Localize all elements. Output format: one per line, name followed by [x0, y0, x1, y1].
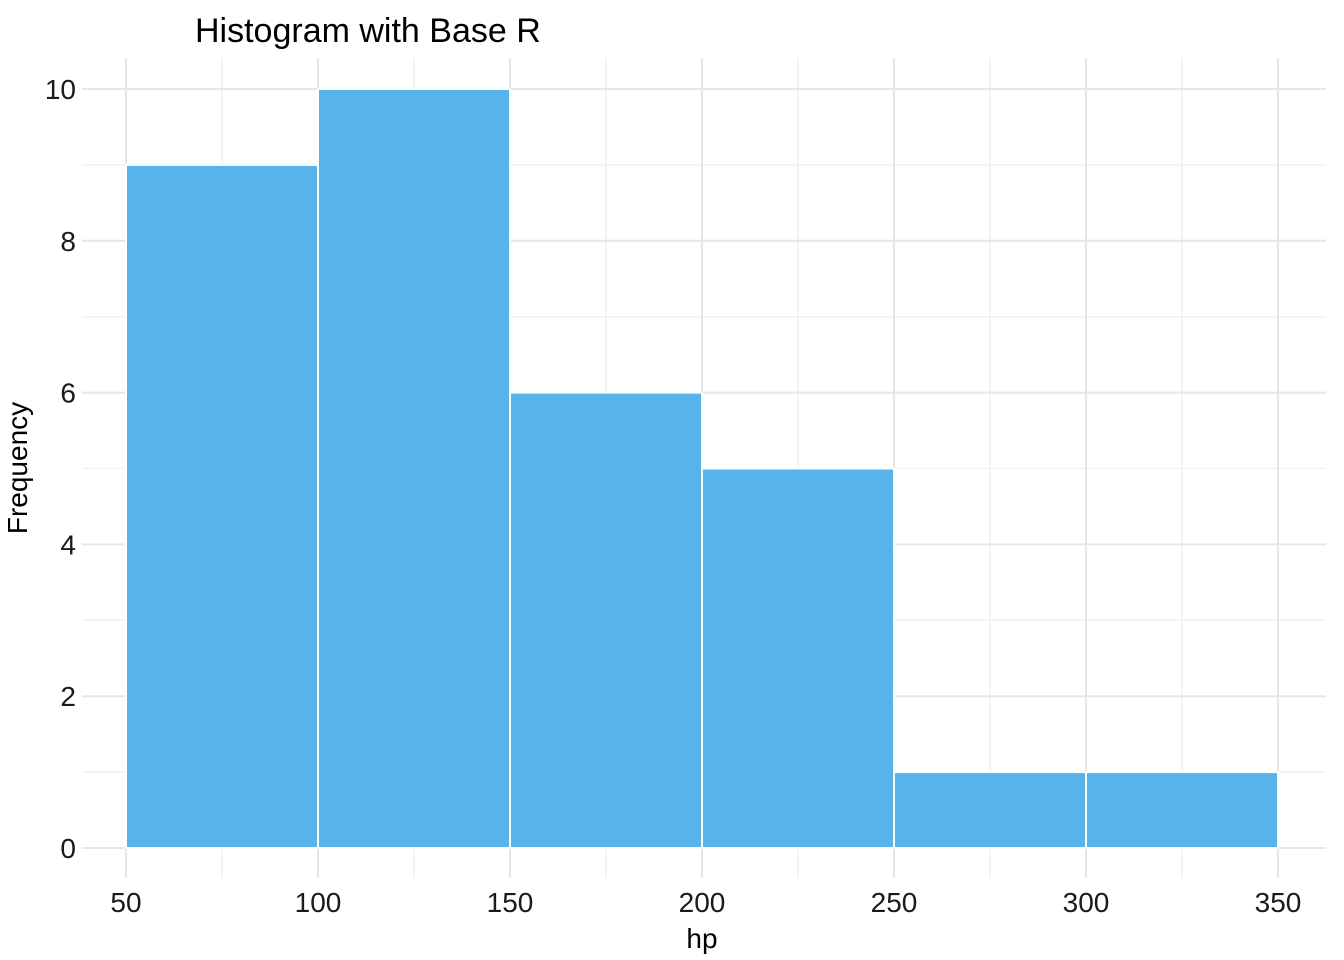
x-tick-label: 300: [1063, 887, 1110, 918]
histogram-bar: [893, 771, 1087, 849]
x-tick-label: 350: [1255, 887, 1302, 918]
x-tick-label: 150: [487, 887, 534, 918]
bars: [125, 88, 1279, 849]
x-axis-label: hp: [686, 923, 717, 954]
histogram-bar: [317, 88, 511, 849]
x-axis-ticks: 50 100 150 200 250 300 350: [110, 887, 1301, 918]
y-tick-label: 0: [60, 833, 76, 864]
histogram-bar: [509, 391, 703, 849]
histogram-bar: [125, 163, 319, 849]
y-tick-label: 8: [60, 226, 76, 257]
y-axis-label: Frequency: [2, 402, 33, 534]
x-tick-label: 250: [871, 887, 918, 918]
y-tick-label: 4: [60, 529, 76, 560]
x-tick-label: 100: [295, 887, 342, 918]
y-axis-ticks: 0 2 4 6 8 10: [45, 74, 76, 864]
y-tick-label: 10: [45, 74, 76, 105]
histogram-bar: [1085, 771, 1279, 849]
x-tick-label: 50: [110, 887, 141, 918]
y-tick-label: 6: [60, 378, 76, 409]
histogram-bar: [701, 467, 895, 849]
x-tick-label: 200: [679, 887, 726, 918]
y-tick-label: 2: [60, 681, 76, 712]
chart-title: Histogram with Base R: [195, 12, 541, 50]
